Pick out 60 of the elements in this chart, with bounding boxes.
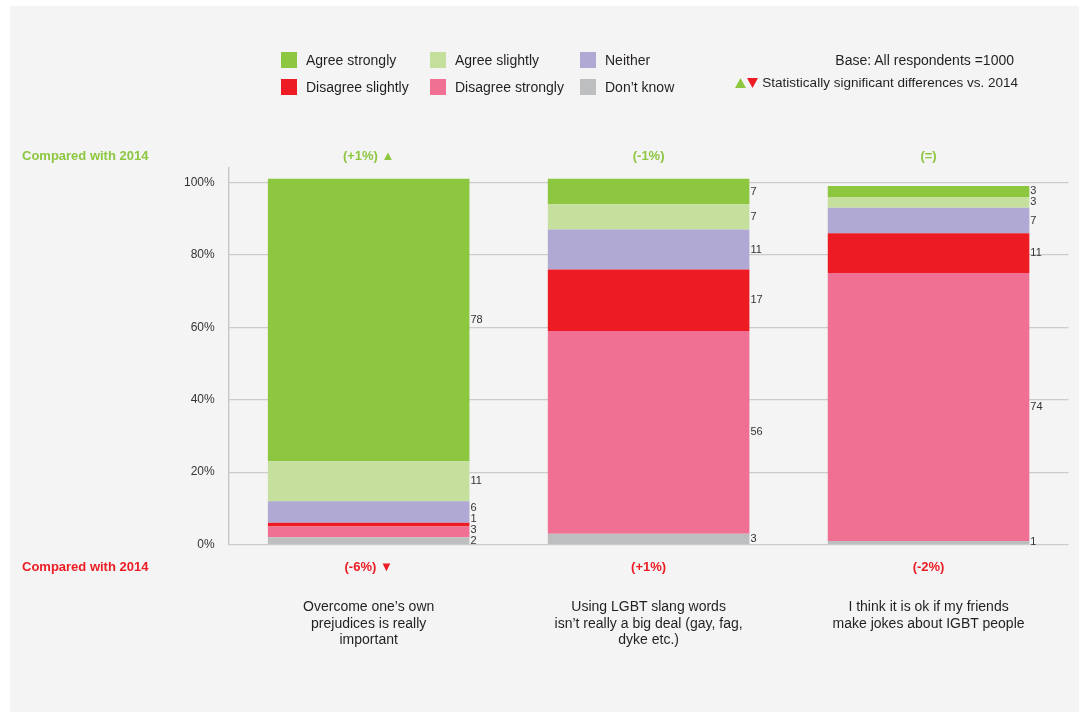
bar xyxy=(267,461,470,502)
legend-label: Don’t know xyxy=(605,78,675,96)
text: (=) xyxy=(920,147,937,163)
x-tick-label: Using LGBT slang words isn’t really a big deal (gay, fag, dyke etc.) xyxy=(554,597,743,648)
bar xyxy=(267,178,470,462)
data-label: 17 xyxy=(750,293,763,306)
legend-label: Agree strongly xyxy=(306,51,397,69)
data-label: 7 xyxy=(1030,213,1037,226)
text: (-2%) xyxy=(912,559,945,575)
y-tick-label: 20% xyxy=(190,464,216,479)
text: (+1%) xyxy=(631,559,667,575)
bar xyxy=(827,273,1030,541)
legend-label: Disagree slightly xyxy=(306,78,409,96)
data-label: 74 xyxy=(1030,400,1043,413)
y-tick-label: 100% xyxy=(183,174,216,189)
bar xyxy=(827,186,1030,197)
bar xyxy=(827,207,1030,234)
bar xyxy=(547,533,750,544)
text: Base: All respondents =1000 xyxy=(835,51,1014,69)
data-label: 3 xyxy=(470,522,477,535)
bar xyxy=(547,178,750,205)
y-tick-label: 40% xyxy=(190,392,216,407)
bar xyxy=(827,540,1030,544)
data-label: 11 xyxy=(1030,246,1042,259)
data-label: 56 xyxy=(750,425,763,438)
data-label: 11 xyxy=(750,242,762,255)
bar xyxy=(547,204,750,230)
text: Compared with 2014 xyxy=(22,147,150,163)
text: (-1%) xyxy=(632,147,665,163)
bar xyxy=(267,537,470,544)
data-label: 1 xyxy=(1030,535,1037,548)
data-label: 7 xyxy=(750,184,757,197)
y-tick-label: 0% xyxy=(197,536,216,551)
bar xyxy=(547,269,750,331)
data-label: 3 xyxy=(750,531,757,544)
data-label: 6 xyxy=(470,500,477,513)
legend-label: Neither xyxy=(605,51,651,69)
data-label: 3 xyxy=(1030,184,1037,197)
data-label: 1 xyxy=(470,511,477,524)
bar xyxy=(547,229,750,270)
legend-label: Agree slightly xyxy=(455,51,540,69)
bar xyxy=(827,233,1030,274)
x-tick-label: I think it is ok if my friends make jokes about IGBT people xyxy=(832,597,1025,631)
data-label: 11 xyxy=(470,474,482,487)
data-label: 2 xyxy=(470,533,477,546)
bar xyxy=(827,196,1030,208)
y-tick-label: 80% xyxy=(190,247,216,262)
y-tick-label: 60% xyxy=(190,319,216,334)
bar xyxy=(267,501,470,523)
bar xyxy=(547,330,750,534)
text: (+1%) ▲ xyxy=(342,147,395,163)
text: Statistically significant differences vs. 2014 xyxy=(762,74,1018,92)
bar xyxy=(267,526,470,538)
data-label: 3 xyxy=(1030,195,1037,208)
text: (-6%) ▼ xyxy=(344,559,393,575)
text: Compared with 2014 xyxy=(22,559,150,575)
data-label: 78 xyxy=(470,313,483,326)
data-label: 7 xyxy=(750,209,757,222)
x-tick-label: Overcome one’s own prejudices is really important xyxy=(303,597,435,648)
legend-label: Disagree strongly xyxy=(455,78,564,96)
